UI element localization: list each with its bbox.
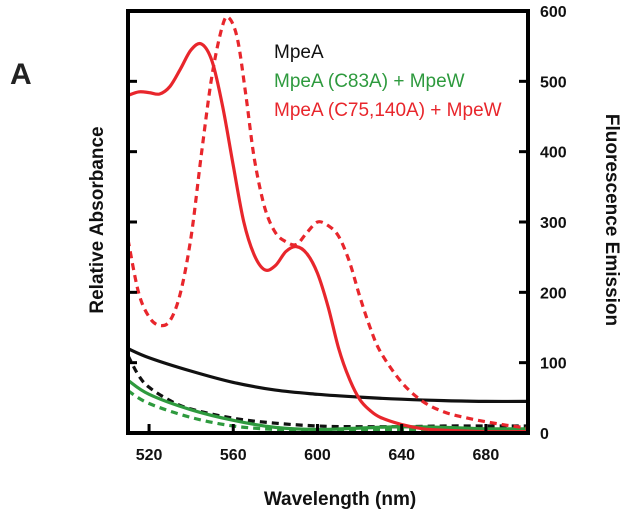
series-line-1 [127,347,529,404]
x-tick-label: 520 [136,447,163,464]
legend-entry-3: MpeA (C75,140A) + MpeW [274,100,502,121]
left-axis-ticks [128,9,137,435]
x-tick-label: 640 [388,447,415,464]
x-axis-ticks: 520 560 600 640 680 [136,424,500,464]
right-tick-label: 200 [540,285,567,302]
right-tick-label: 500 [540,74,567,91]
right-axis-title: Fluorescence Emission [601,114,622,326]
right-tick-label: 300 [540,215,567,232]
series-line-6 [126,15,529,430]
right-axis-ticks: 0 100 200 300 400 500 600 [519,4,567,443]
legend-entry-2: MpeA (C83A) + MpeW [274,71,465,92]
series-line-3 [127,378,529,432]
legend: MpeA MpeA (C83A) + MpeW MpeA (C75,140A) … [274,42,502,121]
right-tick-label: 0 [540,426,549,443]
right-tick-label: 100 [540,356,567,373]
x-tick-label: 560 [220,447,247,464]
right-tick-label: 400 [540,145,567,162]
series-line-5 [127,41,529,434]
x-tick-label: 600 [304,447,331,464]
right-tick-label: 600 [540,4,567,21]
x-tick-label: 680 [473,447,500,464]
left-axis-title: Relative Absorbance [87,126,108,313]
x-axis-title: Wavelength (nm) [264,489,416,510]
legend-entry-1: MpeA [274,42,324,63]
panel-label: A [10,58,32,91]
